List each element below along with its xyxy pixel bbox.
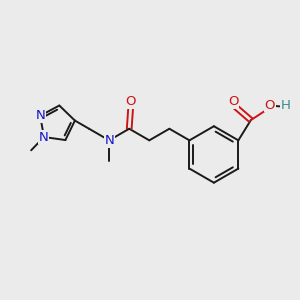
Text: O: O bbox=[228, 95, 238, 108]
Text: N: N bbox=[104, 134, 114, 147]
Text: N: N bbox=[35, 109, 45, 122]
Text: H: H bbox=[281, 99, 291, 112]
Text: O: O bbox=[125, 95, 136, 108]
Text: O: O bbox=[265, 99, 275, 112]
Text: N: N bbox=[39, 130, 49, 143]
